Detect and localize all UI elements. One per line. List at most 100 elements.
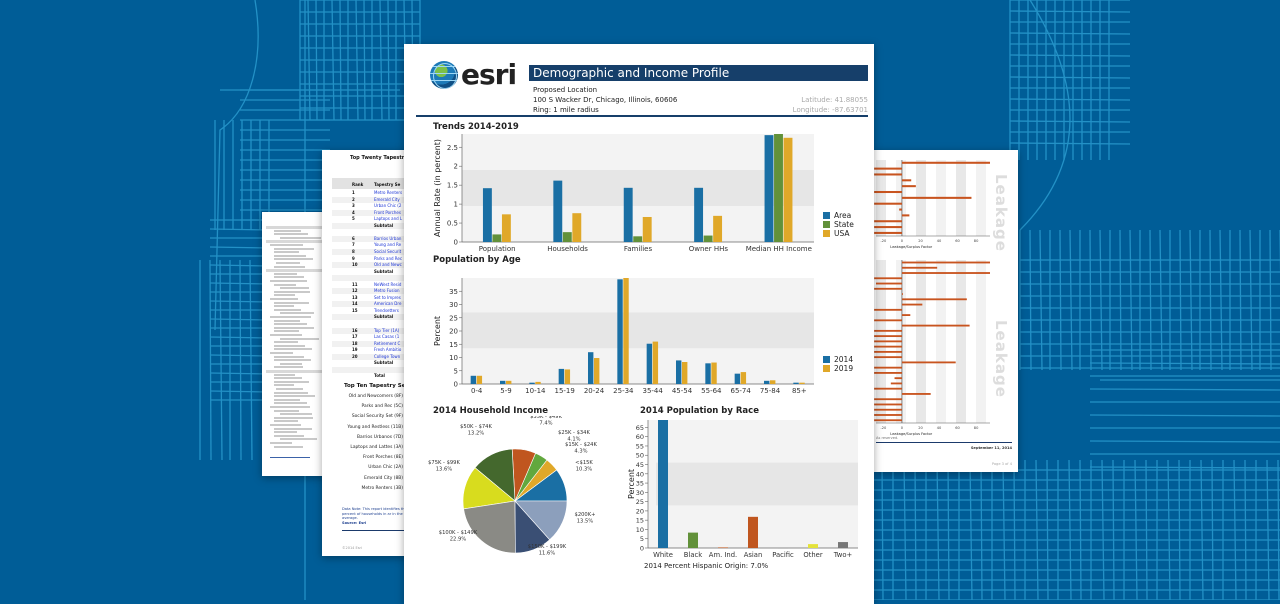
- segment-link[interactable]: Set to Impres: [374, 294, 401, 300]
- leakage-bar: [901, 261, 990, 264]
- segment-link[interactable]: NeWest Resid: [374, 281, 402, 287]
- table-section-header: [266, 269, 328, 273]
- leakage-bar: [901, 393, 931, 395]
- bar-area: [764, 135, 774, 242]
- subtotal-label: Subtotal: [374, 222, 394, 228]
- legend-item: State: [823, 220, 854, 229]
- leakage-bar: [874, 167, 902, 170]
- table-row: [270, 298, 298, 300]
- legend-swatch: [823, 221, 830, 228]
- tapestry-row: 5 Laptops and L: [332, 216, 412, 222]
- table-row: [270, 352, 293, 354]
- leakage-bar: [874, 308, 902, 311]
- y-tick-label: 1.5: [447, 182, 458, 190]
- y-tick-label: 30: [636, 489, 644, 497]
- segment-link[interactable]: Social Securit: [374, 248, 402, 254]
- leakage-bar: [890, 382, 902, 385]
- x-axis-label: Leakage/Surplus Factor: [890, 245, 932, 249]
- tapestry-table-header: Rank Tapestry Se: [332, 178, 412, 189]
- segment-link[interactable]: Metro Fusion: [374, 288, 400, 294]
- top-ten-item: Barrios Urbanos (7D) -: [356, 434, 406, 440]
- table-row: [274, 251, 299, 254]
- table-row: [274, 247, 314, 250]
- x-tick-label: 20: [918, 239, 923, 243]
- segment-link[interactable]: Young and Re: [374, 242, 402, 248]
- y-tick-label: 20: [636, 507, 644, 515]
- table-row: [274, 377, 302, 380]
- segment-link[interactable]: Laptops and L: [374, 216, 403, 222]
- segment-link[interactable]: Top Tier (1A): [374, 327, 400, 333]
- top-ten-item: Young and Restless (11B) -: [347, 424, 406, 430]
- segment-link[interactable]: Barrios Urban: [374, 235, 402, 241]
- x-tick-label: -20: [880, 426, 887, 430]
- rank: 9: [352, 255, 355, 261]
- rank: 16: [352, 327, 358, 333]
- pie-value: 13.6%: [436, 467, 453, 473]
- segment-link[interactable]: Old and Newc: [374, 262, 402, 268]
- table-row: [274, 384, 294, 387]
- leakage-bar: [901, 266, 938, 269]
- data-note: Data Note: This report identifies the pe…: [342, 507, 409, 525]
- pie-label: $35K - $49K: [530, 416, 562, 420]
- x-tick-label: Pacific: [772, 551, 794, 559]
- segment-link[interactable]: Las Casas (1: [374, 334, 400, 340]
- leakage-bar: [874, 403, 902, 406]
- rank: 13: [352, 294, 358, 300]
- table-row: [280, 413, 312, 416]
- rank: 2: [352, 196, 355, 202]
- segment-link[interactable]: American Dre: [374, 301, 402, 307]
- legend-item: USA: [823, 229, 854, 238]
- legend-swatch: [823, 365, 830, 372]
- tapestry-row: Subtotal: [332, 269, 412, 275]
- table-row: [270, 442, 292, 444]
- tapestry-row: [332, 366, 412, 373]
- subtotal-label: Subtotal: [374, 360, 394, 366]
- segment-link[interactable]: Metro Renters: [374, 190, 403, 195]
- table-row: [274, 395, 315, 398]
- leakage-label-bottom: Leakage: [992, 320, 1010, 398]
- bar-2019: [476, 375, 483, 384]
- rank: 11: [352, 281, 358, 287]
- esri-logo: esri: [430, 58, 517, 91]
- y-tick-label: 55: [636, 442, 644, 450]
- x-tick-label: 5-9: [500, 387, 511, 395]
- table-row: [274, 283, 296, 286]
- segment-link[interactable]: Urban Chic (2: [374, 203, 402, 209]
- source-line: [270, 457, 310, 458]
- segment-link[interactable]: Fresh Ambitio: [374, 347, 402, 353]
- top-ten-item: Metro Renters (3B) -: [361, 485, 406, 491]
- legend-label: Area: [834, 211, 852, 220]
- segment-link[interactable]: Retirement C: [374, 340, 401, 346]
- leakage-bar: [901, 185, 916, 188]
- leakage-band: [896, 160, 906, 236]
- pie-value: 22.9%: [450, 537, 467, 543]
- pie-label: $100K - $149K: [439, 530, 478, 536]
- table-row: [274, 398, 300, 401]
- rank: 14: [352, 301, 358, 307]
- tapestry-row: 12 Metro Fusion: [332, 288, 412, 295]
- segment-link[interactable]: College Town: [374, 353, 401, 359]
- x-tick-label: 20-24: [584, 387, 605, 395]
- top-ten-item: Parks and Rec (5C) -: [361, 404, 406, 410]
- legend-label: USA: [834, 229, 850, 238]
- race-bar: [748, 516, 758, 548]
- plot-band: [462, 312, 814, 349]
- y-tick-label: 15: [636, 517, 644, 525]
- segment-link[interactable]: Trendsetters: [374, 307, 399, 313]
- age-chart: 0 5 10 15 20 25 30 35 0-4 5-9 10-14 15-19 20-24 25-34…: [433, 278, 814, 395]
- table-row: [280, 287, 309, 290]
- x-tick-label: 25-34: [613, 387, 634, 395]
- plot-band: [462, 170, 814, 206]
- x-tick-label: Median HH Income: [746, 245, 812, 253]
- table-row: [274, 427, 312, 430]
- segment-link[interactable]: Emerald City: [374, 196, 400, 202]
- table-row: [274, 290, 310, 293]
- table-row: [274, 431, 297, 434]
- y-axis-label: Annual Rate (in percent): [433, 139, 442, 237]
- x-tick-label: Black: [684, 551, 702, 559]
- segment-link[interactable]: Parks and Rec: [374, 255, 403, 261]
- rank: 4: [352, 209, 355, 215]
- pie-value: 13.5%: [577, 519, 594, 525]
- segment-link[interactable]: Front Porches: [374, 209, 401, 215]
